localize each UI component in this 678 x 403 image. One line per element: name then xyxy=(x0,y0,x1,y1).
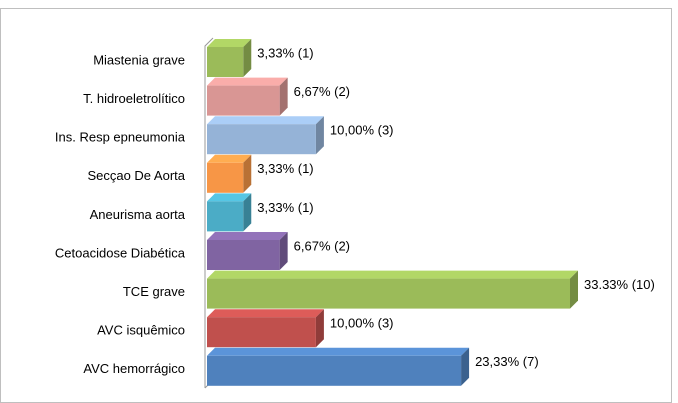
bar-side xyxy=(315,309,324,348)
bar-side xyxy=(279,77,288,116)
bar-top xyxy=(207,270,578,279)
category-label: TCE grave xyxy=(123,284,185,299)
category-label: Miastenia grave xyxy=(93,52,185,67)
value-label: 3,33% (1) xyxy=(257,161,313,176)
bar-top xyxy=(207,154,252,163)
category-label: T. hidroeletrolítico xyxy=(83,91,185,106)
bar-top xyxy=(207,116,324,125)
bar-side xyxy=(243,193,252,232)
bar-side xyxy=(279,232,288,270)
category-label: Ins. Resp epneumonia xyxy=(55,130,186,145)
axis-wall xyxy=(204,37,214,388)
bar-top xyxy=(207,39,252,47)
category-label: AVC hemorrágico xyxy=(83,361,185,376)
bar-top xyxy=(207,347,470,356)
bar xyxy=(207,278,570,309)
chart-border xyxy=(0,8,672,403)
value-label: 3,33% (1) xyxy=(257,45,313,60)
bar-top xyxy=(207,232,288,240)
value-label: 3,33% (1) xyxy=(257,200,313,215)
value-label: 23,33% (7) xyxy=(475,354,539,369)
category-label: Aneurisma aorta xyxy=(90,207,186,222)
bar-side xyxy=(461,347,470,386)
bar-top xyxy=(207,77,288,86)
bar xyxy=(207,47,244,77)
value-label: 6,67% (2) xyxy=(294,84,350,99)
bar xyxy=(207,85,280,116)
bar-side xyxy=(243,39,252,77)
bar-side xyxy=(315,116,324,155)
bar xyxy=(207,124,316,155)
bar-side xyxy=(243,154,252,193)
bar xyxy=(207,355,462,386)
value-label: 33.33% (10) xyxy=(584,277,655,292)
value-label: 10,00% (3) xyxy=(330,316,394,331)
category-label: Cetoacidose Diabética xyxy=(55,245,186,260)
bar xyxy=(207,240,280,270)
value-label: 10,00% (3) xyxy=(330,123,394,138)
category-label: Secçao De Aorta xyxy=(87,168,185,183)
category-label: AVC isquêmico xyxy=(97,323,185,338)
bar-top xyxy=(207,309,324,318)
bar-side xyxy=(570,270,578,309)
bar-top xyxy=(207,193,252,202)
bar xyxy=(207,201,244,232)
value-label: 6,67% (2) xyxy=(294,238,350,253)
bar xyxy=(207,317,316,348)
bar xyxy=(207,162,244,193)
